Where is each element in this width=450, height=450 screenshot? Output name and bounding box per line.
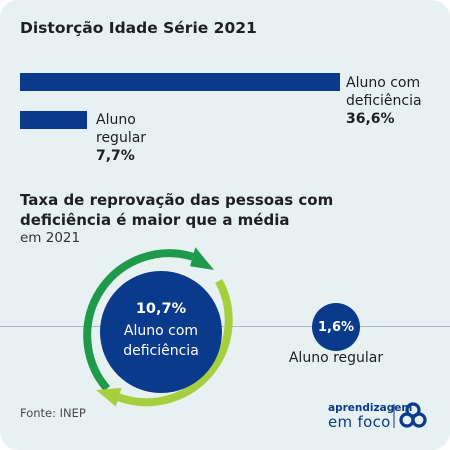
bubble-value-aluno-regular: 1,6% [318, 320, 354, 335]
bar-value-aluno-com-deficiencia: 36,6% [346, 111, 395, 127]
light-green-arrowhead [96, 387, 122, 407]
light-green-arrow-arc [117, 278, 233, 407]
bubble-label-line: Aluno com [124, 323, 198, 339]
bar-aluno-regular [20, 111, 88, 129]
bubble-aluno-com-deficiencia [100, 271, 222, 393]
bubble-chart-subtitle: em 2021 [20, 230, 81, 246]
bar-label-line: Aluno [96, 112, 136, 128]
source-note: Fonte: INEP [20, 406, 86, 420]
bubble-label-aluno-regular: Aluno regular [289, 350, 384, 366]
bar-value-aluno-regular: 7,7% [96, 148, 135, 164]
dark-green-arrowhead [190, 247, 214, 270]
bubble-label-line: deficiência [123, 343, 199, 359]
dark-green-arrow-arc [83, 249, 194, 392]
logo-text-bottom: em foco [328, 413, 391, 431]
logo-icon [399, 402, 427, 428]
bubble-chart-title: Taxa de reprovação das pessoas com defic… [20, 191, 334, 229]
bar-label-aluno-regular: Aluno regular [96, 111, 146, 147]
bar-label-line: deficiência [346, 93, 422, 109]
bubble-value-aluno-com-deficiencia: 10,7% [136, 301, 187, 317]
bubble-aluno-regular [312, 303, 360, 351]
bar-label-line: regular [96, 130, 147, 146]
logo-text-top: aprendizagem [328, 402, 413, 414]
bar-aluno-com-deficiencia [20, 73, 340, 91]
bar-chart-title: Distorção Idade Série 2021 [20, 19, 257, 37]
bar-label-aluno-com-deficiencia: Aluno com deficiência [346, 74, 422, 110]
bar-label-line: Aluno com [346, 75, 421, 91]
